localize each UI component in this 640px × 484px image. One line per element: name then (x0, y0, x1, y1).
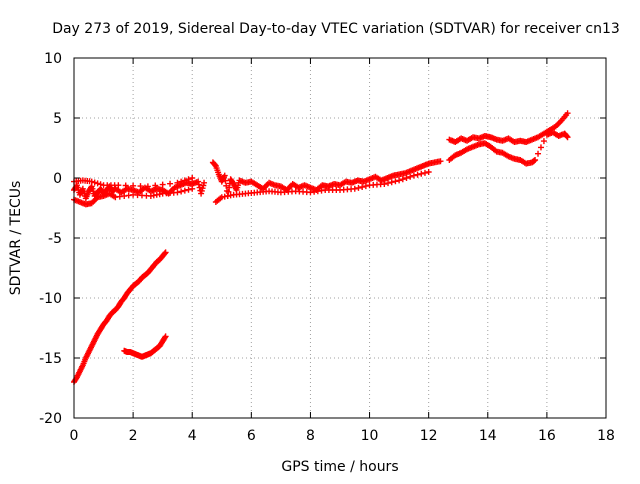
series-lower-small-track (121, 333, 169, 360)
series-main-band-middle (209, 158, 444, 199)
series-late-lower-track (446, 129, 571, 167)
y-tick-label: -20 (39, 411, 62, 427)
data-point-interp (414, 171, 421, 178)
data-point (174, 189, 181, 196)
data-point (198, 190, 205, 197)
data-point-interp (122, 182, 129, 189)
data-point-interp (185, 186, 192, 193)
data-point-interp (385, 180, 392, 187)
data-point (144, 183, 151, 190)
data-point (195, 178, 202, 185)
data-point (189, 175, 196, 181)
data-point-interp (159, 181, 166, 188)
data-point (351, 185, 358, 192)
data-point (88, 178, 95, 185)
data-point-interp (181, 177, 188, 184)
series-main-band-upper-edge (71, 175, 196, 190)
chart-title: Day 273 of 2019, Sidereal Day-to-day VTE… (52, 21, 620, 37)
data-point (564, 110, 571, 117)
x-tick-label: 0 (70, 428, 79, 444)
x-tick-label: 2 (129, 428, 138, 444)
series-late-upper-track (446, 110, 571, 145)
x-tick-label: 6 (247, 428, 256, 444)
data-point (381, 181, 388, 187)
series-main-band-middle-lower-edge (212, 169, 432, 205)
y-tick-label: -10 (39, 291, 62, 307)
data-point (162, 333, 169, 340)
x-tick-label: 8 (306, 428, 315, 444)
data-point-interp (362, 183, 369, 190)
x-tick-label: 12 (420, 428, 438, 444)
data-point-interp (222, 177, 229, 184)
data-point-interp (195, 181, 202, 188)
data-point (221, 172, 228, 179)
x-tick-label: 16 (538, 428, 556, 444)
y-tick-label: -5 (48, 231, 62, 247)
y-tick-label: 5 (53, 111, 62, 127)
data-point-interp (97, 181, 104, 188)
x-tick-label: 10 (361, 428, 379, 444)
data-point (201, 179, 208, 186)
data-point-interp (540, 138, 547, 145)
data-point-interp (421, 169, 428, 176)
data-point-interp (185, 176, 192, 183)
data-point-interp (178, 178, 185, 185)
data-point-interp (161, 250, 168, 257)
data-point-interp (130, 182, 137, 189)
data-point-interp (226, 184, 233, 191)
data-point (396, 177, 403, 184)
series-descending-early-track (71, 249, 169, 385)
data-point-interp (535, 150, 542, 157)
data-point-interp (94, 180, 101, 187)
data-point-interp (181, 187, 188, 194)
y-tick-label: -15 (39, 351, 62, 367)
data-point (174, 179, 181, 186)
x-tick-label: 4 (188, 428, 197, 444)
data-point-interp (537, 144, 544, 151)
data-point-interp (563, 133, 570, 140)
data-point-interp (91, 179, 98, 186)
data-point-interp (178, 188, 185, 195)
data-point (189, 185, 196, 192)
data-point (162, 249, 169, 256)
data-point-interp (388, 179, 395, 186)
data-point (437, 158, 444, 165)
y-tick-label: 0 (53, 171, 62, 187)
data-point-interp (399, 176, 406, 183)
x-tick-label: 14 (479, 428, 497, 444)
data-point (532, 157, 539, 163)
data-point-interp (161, 334, 168, 341)
x-axis-label: GPS time / hours (281, 459, 398, 475)
data-point (115, 182, 122, 189)
ticks-layer: 0 2 4 6 8 10 12 14 16 18 -20 -15 -10 -5 0 5 10 (39, 51, 615, 444)
data-point-interp (403, 175, 410, 181)
data-point-interp (418, 170, 425, 177)
data-point-interp (407, 173, 414, 180)
data-point (564, 134, 571, 141)
grid-layer (74, 58, 606, 418)
data-point-interp (152, 182, 159, 189)
x-tick-label: 18 (597, 428, 615, 444)
data-point-interp (167, 180, 174, 187)
data-point-interp (137, 183, 144, 190)
data-point-interp (359, 184, 366, 190)
data-point-interp (355, 184, 362, 191)
y-axis-label: SDTVAR / TECUs (8, 181, 24, 296)
data-point (410, 172, 417, 179)
data-point-interp (225, 188, 232, 195)
y-tick-label: 10 (44, 51, 62, 67)
data-point-interp (392, 178, 399, 185)
data-point (425, 169, 432, 175)
